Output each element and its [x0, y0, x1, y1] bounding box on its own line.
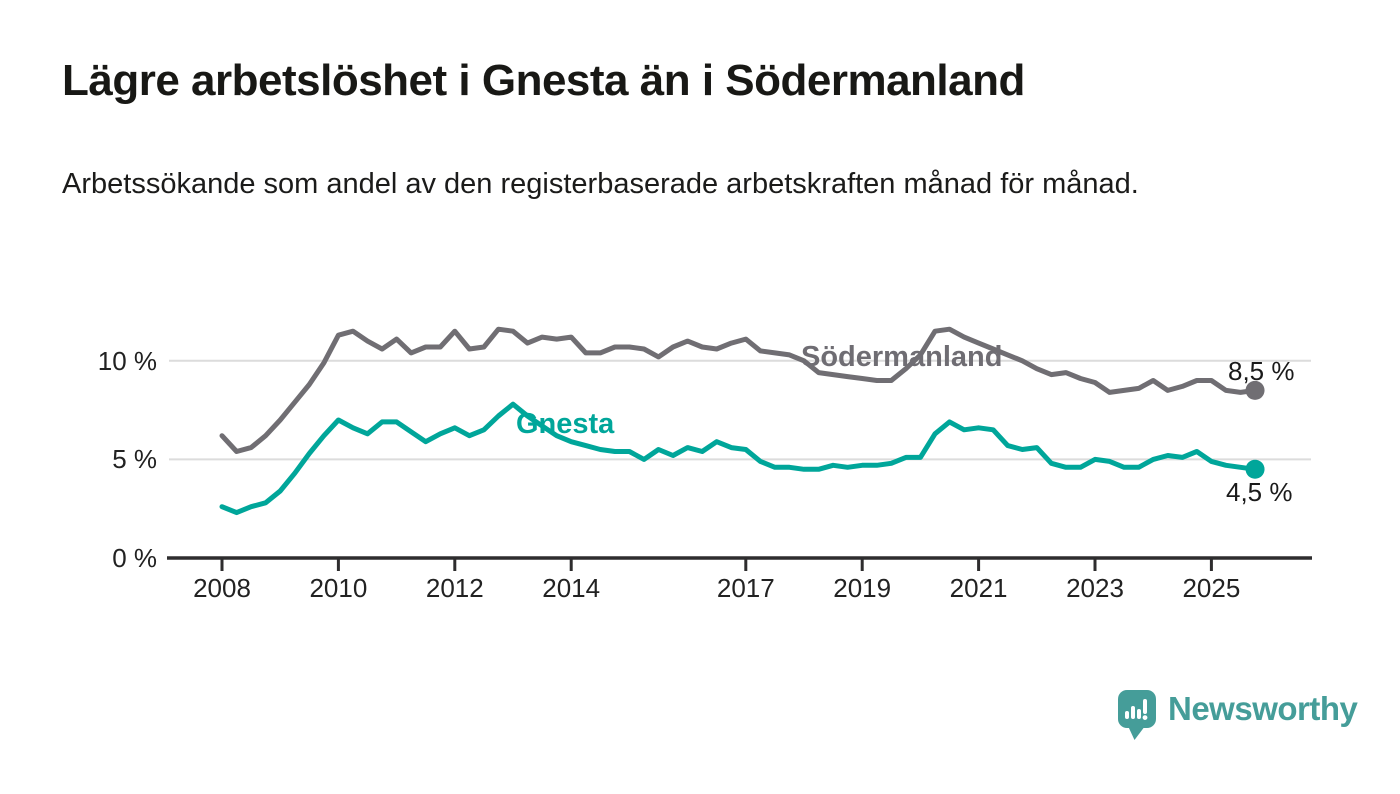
series-end-dot-gnesta — [1245, 459, 1265, 479]
series-line-sodermanland — [219, 326, 1258, 454]
chart-title: Lägre arbetslöshet i Gnesta än i Söderma… — [62, 56, 1025, 105]
series-label-sodermanland: Södermanland — [801, 341, 1003, 373]
chart-bubble-icon — [1118, 690, 1156, 740]
newsworthy-wordmark: Newsworthy — [1168, 690, 1358, 727]
end-value-label-sodermanland: 8,5 % — [1228, 356, 1295, 386]
end-value-label-gnesta: 4,5 % — [1226, 477, 1293, 507]
series-end-dot-sodermanland — [1245, 380, 1265, 400]
newsworthy-logo[interactable]: Newsworthy — [1118, 690, 1358, 742]
series-line-gnesta — [219, 401, 1258, 516]
series-label-gnesta: Gnesta — [516, 408, 615, 440]
chart-subtitle: Arbetssökande som andel av den registerb… — [62, 168, 1139, 200]
